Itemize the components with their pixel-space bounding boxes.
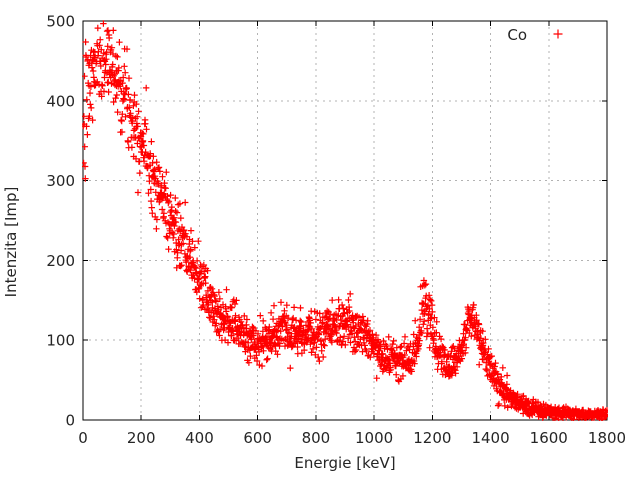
x-tick-label: 1400 xyxy=(471,429,509,447)
y-tick-label: 100 xyxy=(46,332,75,350)
plot-border xyxy=(82,20,608,421)
grid-lines xyxy=(83,21,607,420)
legend-label: Co xyxy=(507,26,527,44)
y-tick-label: 300 xyxy=(46,172,75,190)
x-tick-label: 1200 xyxy=(413,429,451,447)
x-tick-label: 600 xyxy=(243,429,272,447)
x-tick-label: 200 xyxy=(127,429,156,447)
x-tick-label: 400 xyxy=(185,429,214,447)
x-tick-label: 800 xyxy=(302,429,331,447)
x-tick-label: 1000 xyxy=(355,429,393,447)
y-axis-label: Intenzita [Imp] xyxy=(2,187,20,298)
y-tick-label: 500 xyxy=(46,13,75,31)
x-tick-label: 0 xyxy=(78,429,88,447)
y-tick-label: 200 xyxy=(46,252,75,270)
legend: Co xyxy=(507,26,563,44)
x-axis-label: Energie [keV] xyxy=(294,454,395,472)
co-data-points xyxy=(82,20,608,421)
x-tick-label: 1800 xyxy=(588,429,626,447)
y-tick-label: 0 xyxy=(65,412,75,430)
x-tick-label: 1600 xyxy=(530,429,568,447)
legend-plus-marker-icon xyxy=(553,29,563,39)
tick-labels: 0 200 400 600 800 1000 1200 1400 1600 1800 0 100 200… xyxy=(46,13,626,448)
y-tick-label: 400 xyxy=(46,92,75,110)
axis-ticks xyxy=(82,20,608,421)
